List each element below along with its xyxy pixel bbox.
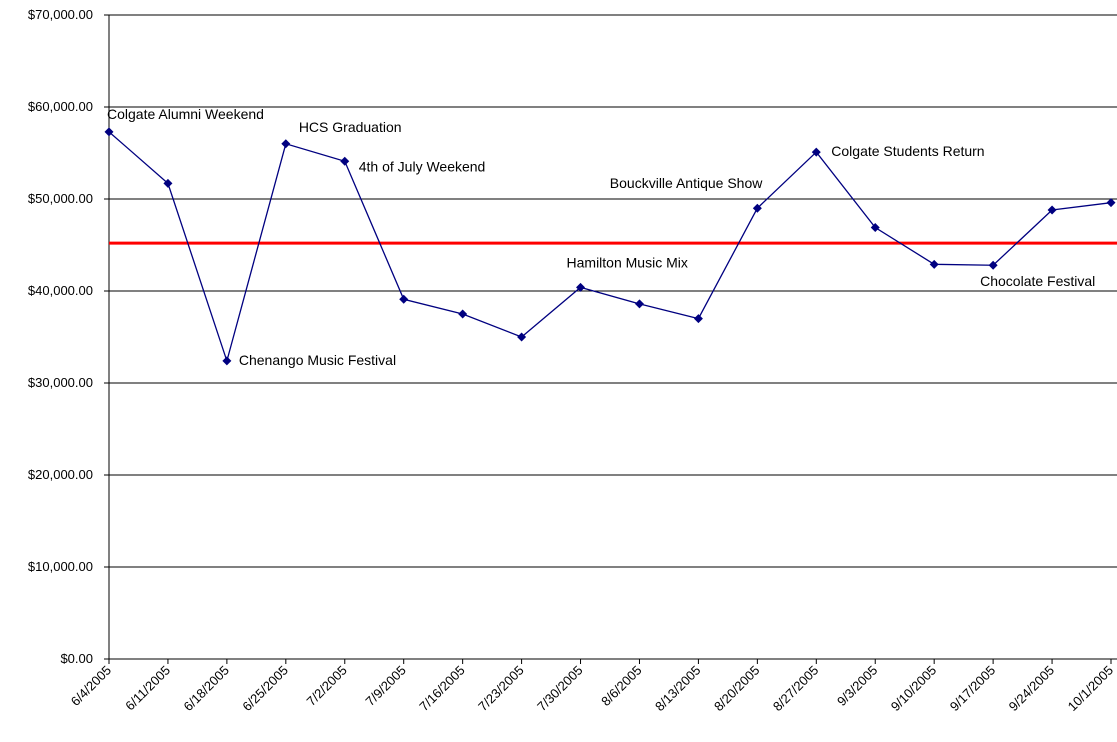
x-tick-label: 8/6/2005 xyxy=(598,663,644,709)
y-tick-label: $60,000.00 xyxy=(28,99,93,114)
annotation-label: Hamilton Music Mix xyxy=(567,254,688,270)
annotation-label: Bouckville Antique Show xyxy=(610,175,763,191)
x-tick-label: 8/27/2005 xyxy=(770,663,822,715)
y-tick-label: $30,000.00 xyxy=(28,375,93,390)
data-point-marker xyxy=(163,178,173,188)
axes xyxy=(104,14,1117,664)
data-point-marker xyxy=(399,294,409,304)
data-point-marker xyxy=(929,259,939,269)
x-tick-label: 6/11/2005 xyxy=(122,663,173,714)
x-tick-label: 9/10/2005 xyxy=(888,663,940,715)
data-point-marker xyxy=(458,309,468,319)
x-tick-label: 8/13/2005 xyxy=(652,663,704,715)
data-point-marker xyxy=(752,203,762,213)
data-point-marker xyxy=(222,356,232,366)
x-tick-label: 7/16/2005 xyxy=(416,663,468,715)
y-tick-label: $70,000.00 xyxy=(28,7,93,22)
series-line xyxy=(108,131,1112,364)
x-tick-label: 7/30/2005 xyxy=(534,663,586,715)
y-tick-label: $20,000.00 xyxy=(28,467,93,482)
x-tick-label: 6/4/2005 xyxy=(68,663,114,709)
annotation-label: Colgate Students Return xyxy=(831,143,984,159)
event-annotations: Colgate Alumni Weekend Chenango Music Fes… xyxy=(107,106,1095,368)
y-tick-label: $10,000.00 xyxy=(28,559,93,574)
data-point-marker xyxy=(1047,205,1057,215)
data-point-marker xyxy=(104,127,114,137)
x-tick-label: 9/24/2005 xyxy=(1006,663,1058,715)
data-point-marker xyxy=(988,260,998,270)
x-tick-label: 9/3/2005 xyxy=(834,663,880,709)
data-point-marker xyxy=(340,156,350,166)
x-tick-label: 7/9/2005 xyxy=(362,663,408,709)
series-line-path xyxy=(108,131,1112,364)
x-tick-label: 9/17/2005 xyxy=(947,663,999,715)
x-tick-label: 6/25/2005 xyxy=(239,663,291,715)
x-tick-label: 10/1/2005 xyxy=(1065,663,1117,715)
data-point-marker xyxy=(693,314,703,324)
data-point-marker xyxy=(281,139,291,149)
annotation-label: 4th of July Weekend xyxy=(359,158,486,174)
y-tick-label: $0.00 xyxy=(60,651,93,666)
x-tick-label: 8/20/2005 xyxy=(711,663,763,715)
annotation-label: HCS Graduation xyxy=(299,119,402,135)
data-point-markers xyxy=(104,127,1116,366)
x-axis-tick-labels: 6/4/2005 6/11/2005 6/18/2005 6/25/2005 7/2/2… xyxy=(68,663,1116,715)
data-point-marker xyxy=(811,147,821,157)
y-tick-label: $40,000.00 xyxy=(28,283,93,298)
annotation-label: Colgate Alumni Weekend xyxy=(107,106,264,122)
data-point-marker xyxy=(1106,198,1116,208)
data-point-marker xyxy=(576,282,586,292)
data-point-marker xyxy=(870,223,880,233)
x-tick-label: 6/18/2005 xyxy=(180,663,232,715)
data-point-marker xyxy=(634,299,644,309)
annotation-label: Chocolate Festival xyxy=(980,273,1095,289)
x-tick-label: 7/23/2005 xyxy=(475,663,527,715)
annotation-label: Chenango Music Festival xyxy=(239,352,396,368)
y-axis-tick-labels: $0.00 $10,000.00 $20,000.00 $30,000.00 $40,0… xyxy=(28,7,93,666)
x-tick-label: 7/2/2005 xyxy=(303,663,349,709)
y-tick-label: $50,000.00 xyxy=(28,191,93,206)
gridlines xyxy=(109,14,1117,660)
data-point-marker xyxy=(517,332,527,342)
